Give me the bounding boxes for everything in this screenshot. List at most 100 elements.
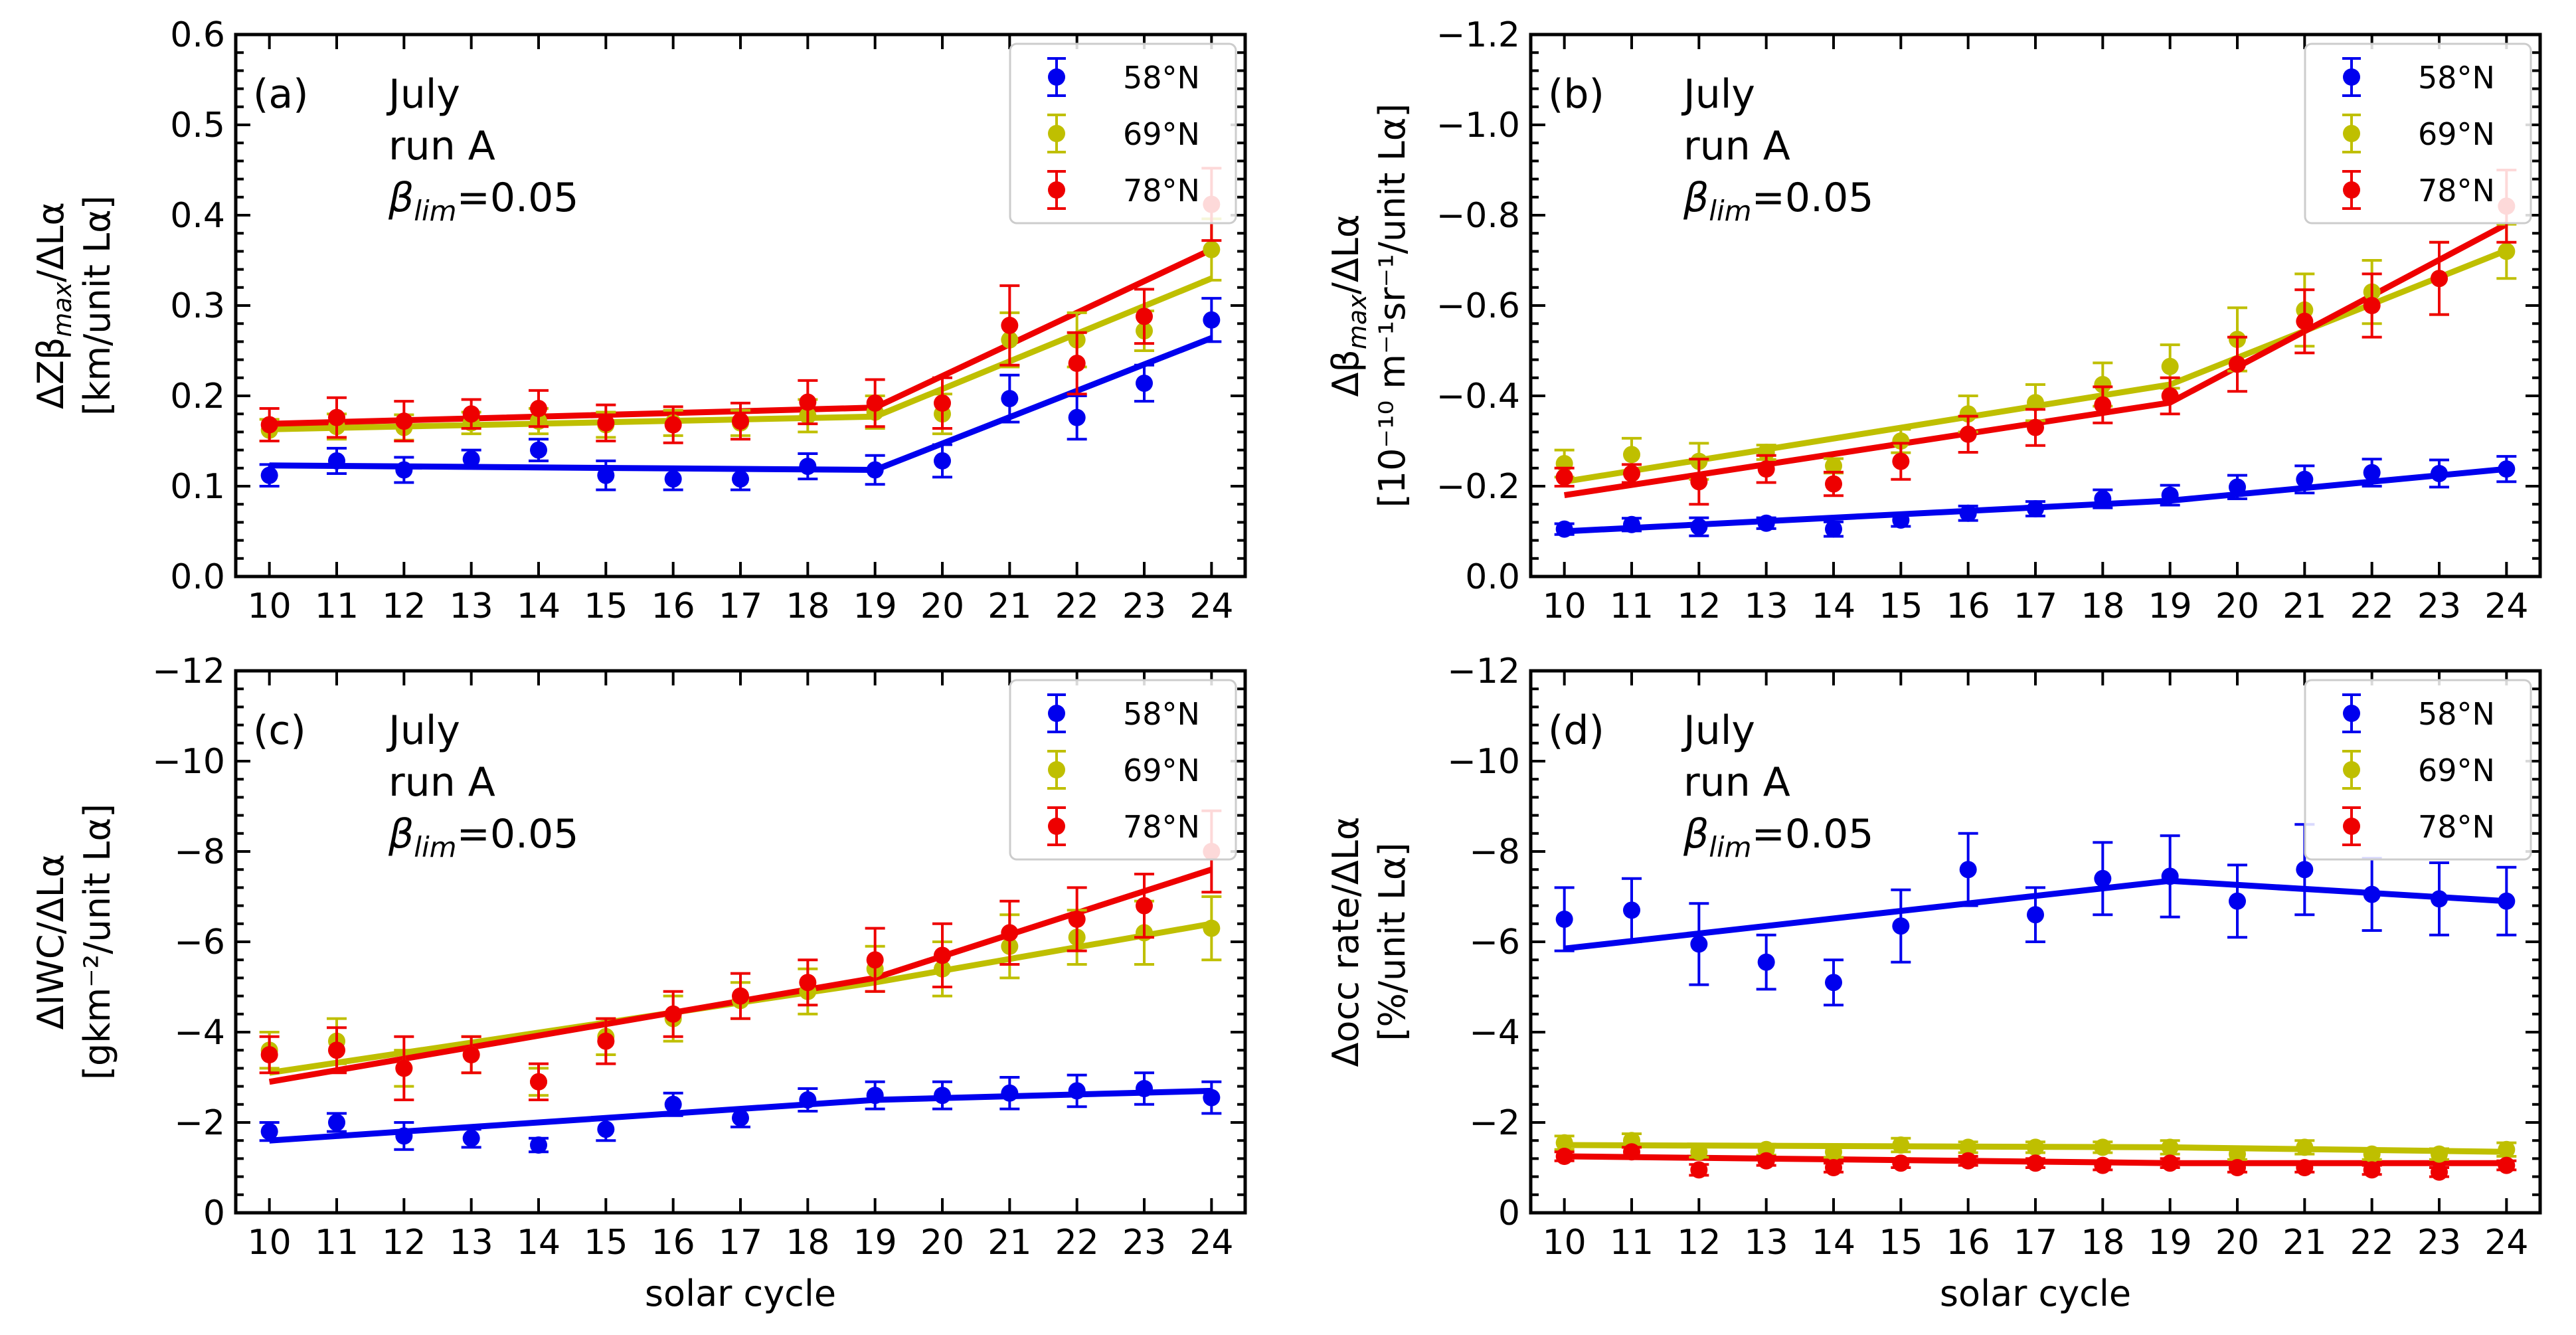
data-point-78N bbox=[866, 951, 884, 969]
y-tick-label: −4 bbox=[174, 1013, 225, 1053]
data-point-58N bbox=[2094, 490, 2112, 508]
data-point-78N bbox=[1959, 425, 1977, 443]
data-point-69N bbox=[2161, 1138, 2179, 1156]
legend-label: 69°N bbox=[1123, 753, 1200, 788]
data-point-78N bbox=[2161, 387, 2179, 404]
data-point-58N bbox=[799, 1091, 817, 1109]
data-point-58N bbox=[934, 1087, 951, 1105]
data-point-78N bbox=[1690, 473, 1708, 491]
y-tick-label: −2 bbox=[174, 1103, 225, 1143]
legend: 58°N 69°N 78°N bbox=[1009, 43, 1237, 224]
x-tick-label: 16 bbox=[651, 1223, 695, 1263]
data-point-78N bbox=[1555, 1148, 1573, 1165]
data-point-58N bbox=[597, 466, 615, 484]
data-point-78N bbox=[2094, 396, 2112, 414]
data-point-78N bbox=[328, 408, 345, 426]
y-tick-label: 0.1 bbox=[170, 467, 225, 507]
y-tick-label: −10 bbox=[152, 742, 225, 782]
data-point-58N bbox=[2498, 460, 2516, 478]
data-point-58N bbox=[1690, 518, 1708, 536]
data-point-78N bbox=[1825, 1159, 1842, 1176]
data-point-58N bbox=[664, 470, 682, 488]
data-point-58N bbox=[2161, 486, 2179, 504]
legend-marker bbox=[2343, 705, 2360, 722]
data-point-78N bbox=[2296, 1159, 2314, 1176]
data-point-58N bbox=[1555, 911, 1573, 928]
panel-label: (d) bbox=[1548, 707, 1604, 754]
legend-label: 58°N bbox=[2418, 60, 2495, 96]
x-tick-label: 21 bbox=[987, 586, 1031, 626]
y-tick-label: −1.2 bbox=[1436, 15, 1520, 55]
legend-box bbox=[2304, 43, 2532, 224]
data-point-78N bbox=[866, 394, 884, 412]
data-point-58N bbox=[732, 470, 749, 488]
data-layer bbox=[1554, 823, 2517, 1181]
x-tick-label: 12 bbox=[382, 1223, 426, 1263]
panel-d: 10 11 12 13 14 15 16 17 18 19 20 21 22 23 24 0 −2 −4 −6 −8 −… bbox=[1325, 652, 2542, 1314]
annotation-run: run A bbox=[388, 759, 495, 806]
x-tick-label: 23 bbox=[1122, 586, 1166, 626]
data-point-78N bbox=[260, 1046, 278, 1063]
data-point-58N bbox=[1001, 390, 1019, 408]
legend-marker bbox=[1048, 125, 1065, 142]
data-point-69N bbox=[1892, 432, 1910, 450]
data-point-58N bbox=[395, 461, 413, 479]
x-tick-label: 19 bbox=[853, 586, 897, 626]
data-point-58N bbox=[1892, 511, 1910, 529]
data-point-78N bbox=[799, 974, 817, 992]
y-tick-label: −1.0 bbox=[1436, 106, 1520, 145]
x-tick-label: 15 bbox=[1879, 1223, 1923, 1263]
data-layer bbox=[259, 167, 1222, 491]
x-tick-label: 13 bbox=[1745, 1223, 1788, 1263]
data-point-58N bbox=[1825, 974, 1842, 992]
data-point-58N bbox=[799, 458, 817, 476]
x-tick-label: 11 bbox=[1610, 586, 1654, 626]
data-point-78N bbox=[934, 394, 951, 412]
data-point-78N bbox=[1068, 911, 1086, 928]
data-point-58N bbox=[2363, 464, 2381, 482]
annotation-month: July bbox=[386, 71, 460, 118]
legend-label: 69°N bbox=[2418, 753, 2495, 788]
data-point-78N bbox=[2296, 312, 2314, 330]
data-point-58N bbox=[1757, 953, 1775, 971]
data-layer bbox=[259, 809, 1222, 1154]
x-tick-label: 21 bbox=[2282, 1223, 2326, 1263]
data-point-69N bbox=[2363, 1145, 2381, 1163]
data-point-78N bbox=[934, 946, 951, 964]
data-point-69N bbox=[2027, 394, 2044, 412]
annotation-month: July bbox=[1681, 71, 1755, 118]
x-tick-label: 19 bbox=[2148, 586, 2192, 626]
data-point-58N bbox=[2431, 890, 2448, 908]
x-tick-label: 24 bbox=[1189, 586, 1233, 626]
x-tick-label: 22 bbox=[1055, 586, 1099, 626]
x-tick-label: 17 bbox=[719, 586, 762, 626]
data-point-58N bbox=[866, 1087, 884, 1105]
x-tick-label: 17 bbox=[2014, 586, 2057, 626]
data-point-69N bbox=[1825, 457, 1842, 475]
y-tick-label: 0.6 bbox=[170, 15, 225, 55]
data-point-78N bbox=[328, 1041, 345, 1059]
y-tick-label: −0.4 bbox=[1436, 377, 1520, 416]
data-point-58N bbox=[1959, 861, 1977, 879]
legend-box bbox=[1009, 679, 1237, 861]
data-point-69N bbox=[2094, 1138, 2112, 1156]
x-tick-label: 18 bbox=[786, 1223, 829, 1263]
x-tick-label: 20 bbox=[2215, 1223, 2259, 1263]
panel-b: 10 11 12 13 14 15 16 17 18 19 20 21 22 23 24 0.0 −0.2 −0.… bbox=[1325, 15, 2542, 626]
x-tick-label: 10 bbox=[248, 586, 292, 626]
legend-marker bbox=[1048, 818, 1065, 835]
data-point-58N bbox=[1001, 1084, 1019, 1102]
y-tick-label: 0.4 bbox=[170, 196, 225, 236]
data-point-58N bbox=[2027, 500, 2044, 517]
data-point-78N bbox=[1136, 897, 1153, 915]
y-tick-label: −2 bbox=[1469, 1103, 1520, 1143]
data-point-78N bbox=[664, 416, 682, 434]
data-point-78N bbox=[530, 1073, 547, 1091]
data-point-78N bbox=[1555, 468, 1573, 486]
data-point-78N bbox=[1757, 460, 1775, 478]
data-point-69N bbox=[2161, 357, 2179, 375]
data-point-78N bbox=[1068, 355, 1086, 373]
panel-c: 10 11 12 13 14 15 16 17 18 19 20 21 22 23 24 0 −2 −4 −6 −8 −… bbox=[30, 652, 1247, 1314]
x-tick-label: 11 bbox=[1610, 1223, 1654, 1263]
data-point-78N bbox=[2229, 1159, 2246, 1176]
